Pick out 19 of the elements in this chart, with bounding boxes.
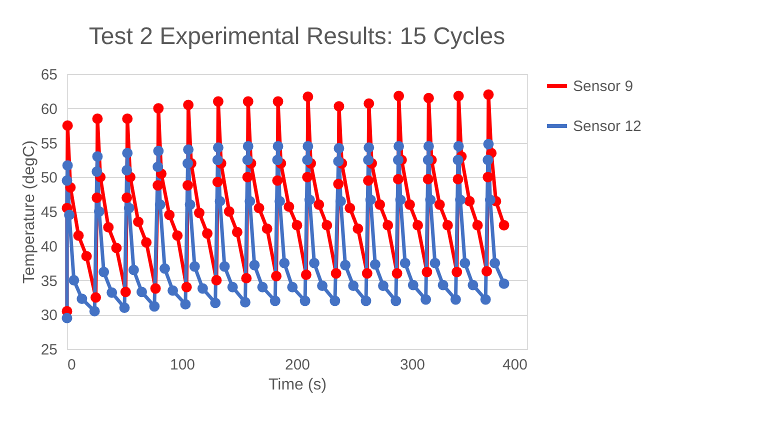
x-tick-label: 200 <box>284 356 310 374</box>
y-tick-label: 60 <box>40 100 58 118</box>
y-tick-label: 65 <box>40 66 58 84</box>
chart-title: Test 2 Experimental Results: 15 Cycles <box>88 23 506 50</box>
y-tick-label: 25 <box>40 342 58 358</box>
x-tick-label: 0 <box>68 356 76 374</box>
y-axis-title: Temperature (degC) <box>20 140 38 284</box>
legend-label: Sensor 9 <box>573 78 634 95</box>
y-tick-label: 35 <box>40 272 58 290</box>
y-tick-label: 40 <box>40 238 58 256</box>
y-tick-label: 45 <box>40 204 58 221</box>
x-tick-label: 400 <box>502 356 528 374</box>
y-tick-label: 50 <box>40 170 58 187</box>
y-tick-label: 55 <box>40 135 58 152</box>
y-tick-label: 30 <box>40 307 58 324</box>
x-tick-label: 100 <box>170 356 196 374</box>
legend-label: Sensor 12 <box>573 118 642 135</box>
x-axis-title: Time (s) <box>268 376 327 394</box>
x-tick-label: 300 <box>400 356 426 374</box>
